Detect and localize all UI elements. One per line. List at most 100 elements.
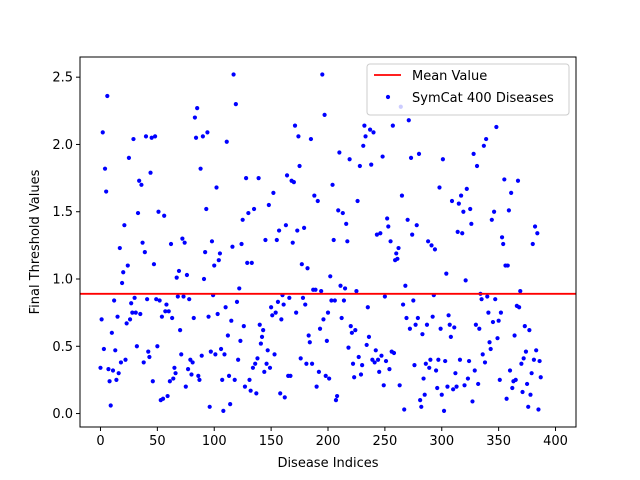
scatter-point [531, 357, 537, 362]
scatter-point [453, 371, 458, 376]
scatter-point [183, 384, 188, 389]
scatter-point [218, 346, 224, 352]
scatter-point [416, 151, 422, 156]
scatter-point [208, 349, 213, 354]
y-tick-label: 0.0 [52, 407, 73, 422]
scatter-point [284, 173, 290, 178]
scatter-point [145, 297, 150, 302]
scatter-point [189, 372, 194, 377]
y-tick-label: 1.0 [52, 273, 73, 288]
scatter-point [513, 377, 518, 383]
scatter-point [353, 328, 358, 333]
scatter-point [419, 404, 424, 409]
scatter-point [146, 349, 151, 354]
scatter-point [253, 361, 258, 366]
scatter-point [355, 198, 360, 204]
scatter-point [215, 311, 220, 317]
scatter-point [243, 175, 249, 181]
scatter-point [426, 239, 431, 244]
scatter-point [134, 344, 139, 349]
scatter-point [273, 310, 278, 315]
scatter-point [247, 377, 252, 383]
scatter-point [257, 322, 262, 327]
scatter-point [328, 274, 333, 279]
scatter-point [405, 217, 410, 222]
scatter-point [149, 135, 154, 140]
x-tick-label: 150 [259, 434, 284, 449]
scatter-point [291, 180, 296, 185]
axis-ticks: 0 50 100 150 200 250 300 350 400 0.0 0.5 1.0 1.5 2.0 2… [52, 71, 568, 449]
scatter-point [167, 379, 172, 384]
scatter-point [474, 163, 480, 169]
scatter-point [481, 143, 486, 148]
scatter-point [515, 178, 521, 183]
scatter-point [173, 371, 178, 376]
y-axis-label: Final Threshold Values [28, 169, 43, 314]
scatter-point [298, 356, 303, 361]
scatter-point [242, 384, 248, 389]
x-tick-label: 100 [202, 434, 227, 449]
scatter-point [304, 361, 309, 366]
scatter-point [410, 232, 415, 237]
scatter-point [319, 289, 324, 294]
scatter-point [530, 241, 535, 247]
scatter-point [320, 72, 325, 77]
scatter-point [203, 249, 208, 255]
scatter-point [270, 313, 275, 318]
scatter-point [332, 298, 337, 303]
scatter-point [147, 354, 152, 360]
scatter-point [485, 294, 490, 299]
scatter-point [520, 389, 525, 395]
scatter-point [305, 266, 310, 271]
scatter-point [432, 247, 438, 252]
scatter-point [369, 162, 374, 167]
scatter-point [380, 154, 385, 159]
scatter-point [102, 166, 108, 171]
scatter-point [275, 299, 281, 304]
scatter-point [283, 223, 289, 228]
scatter-point [336, 208, 341, 213]
scatter-point [312, 193, 317, 198]
scatter-point [240, 217, 245, 222]
scatter-point [433, 368, 439, 373]
scatter-point [207, 404, 212, 409]
scatter-point [236, 357, 241, 362]
scatter-point [241, 323, 246, 329]
scatter-point [220, 377, 225, 383]
scatter-point [262, 369, 267, 374]
scatter-point [297, 163, 302, 169]
scatter-point [190, 360, 195, 365]
scatter-point [205, 130, 210, 135]
scatter-point [272, 352, 277, 357]
scatter-point [479, 297, 484, 302]
scatter-point [457, 357, 463, 362]
scatter-point [196, 373, 201, 378]
scatter-point [163, 309, 168, 314]
scatter-point [407, 326, 413, 331]
scatter-point [267, 365, 273, 370]
legend-scatter-swatch [385, 94, 391, 100]
scatter-point [499, 235, 505, 240]
scatter-point [421, 376, 426, 381]
scatter-point [333, 397, 339, 403]
scatter-point [185, 367, 191, 372]
scatter-point [172, 365, 177, 370]
scatter-point [418, 397, 423, 403]
scatter-point [390, 123, 395, 128]
scatter-point [512, 333, 517, 338]
scatter-point [324, 338, 329, 343]
scatter-point [258, 341, 263, 346]
scatter-point [296, 134, 301, 139]
scatter-point [488, 346, 493, 352]
scatter-point [179, 352, 184, 357]
scatter-point [316, 369, 321, 374]
scatter-point [228, 402, 233, 407]
scatter-point [178, 328, 183, 333]
scatter-point [466, 358, 472, 364]
scatter-point [394, 251, 399, 256]
scatter-point [216, 258, 221, 263]
scatter-point [154, 297, 159, 302]
scatter-point [337, 150, 342, 155]
scatter-point [132, 295, 137, 300]
scatter-point [367, 127, 373, 132]
